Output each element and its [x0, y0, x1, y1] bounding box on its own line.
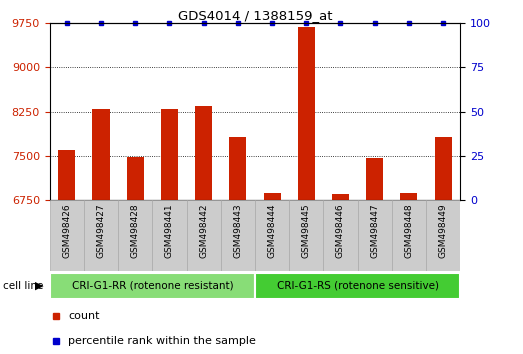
Bar [289, 200, 323, 271]
Bar [50, 273, 255, 299]
Text: CRI-G1-RR (rotenone resistant): CRI-G1-RR (rotenone resistant) [72, 281, 233, 291]
Bar [161, 109, 178, 200]
Bar [187, 200, 221, 271]
Bar [221, 200, 255, 271]
Bar [323, 200, 358, 271]
Bar [435, 137, 452, 200]
Text: GSM498444: GSM498444 [268, 204, 277, 258]
Bar [93, 109, 109, 200]
Text: ▶: ▶ [35, 281, 43, 291]
Text: GSM498427: GSM498427 [97, 204, 106, 258]
Bar [118, 200, 152, 271]
Bar [392, 200, 426, 271]
Title: GDS4014 / 1388159_at: GDS4014 / 1388159_at [178, 9, 332, 22]
Text: CRI-G1-RS (rotenone sensitive): CRI-G1-RS (rotenone sensitive) [277, 281, 439, 291]
Text: GSM498442: GSM498442 [199, 204, 208, 258]
Bar [255, 200, 289, 271]
Text: GSM498446: GSM498446 [336, 204, 345, 258]
Bar [229, 137, 246, 200]
Bar [264, 193, 281, 200]
Text: GSM498441: GSM498441 [165, 204, 174, 258]
Bar [50, 200, 84, 271]
Bar [298, 27, 315, 200]
Bar [58, 150, 75, 200]
Text: GSM498447: GSM498447 [370, 204, 379, 258]
Text: count: count [68, 311, 100, 321]
Text: GSM498443: GSM498443 [233, 204, 242, 258]
Bar [195, 105, 212, 200]
Text: GSM498445: GSM498445 [302, 204, 311, 258]
Text: GSM498449: GSM498449 [439, 204, 448, 258]
Bar [401, 193, 417, 200]
Text: GSM498448: GSM498448 [404, 204, 413, 258]
Text: cell line: cell line [3, 281, 43, 291]
Bar [127, 157, 144, 200]
Bar [426, 200, 460, 271]
Bar [332, 194, 349, 200]
Bar [255, 273, 460, 299]
Text: GSM498426: GSM498426 [62, 204, 71, 258]
Bar [152, 200, 187, 271]
Bar [358, 200, 392, 271]
Bar [366, 158, 383, 200]
Bar [84, 200, 118, 271]
Text: percentile rank within the sample: percentile rank within the sample [68, 336, 256, 346]
Text: GSM498428: GSM498428 [131, 204, 140, 258]
